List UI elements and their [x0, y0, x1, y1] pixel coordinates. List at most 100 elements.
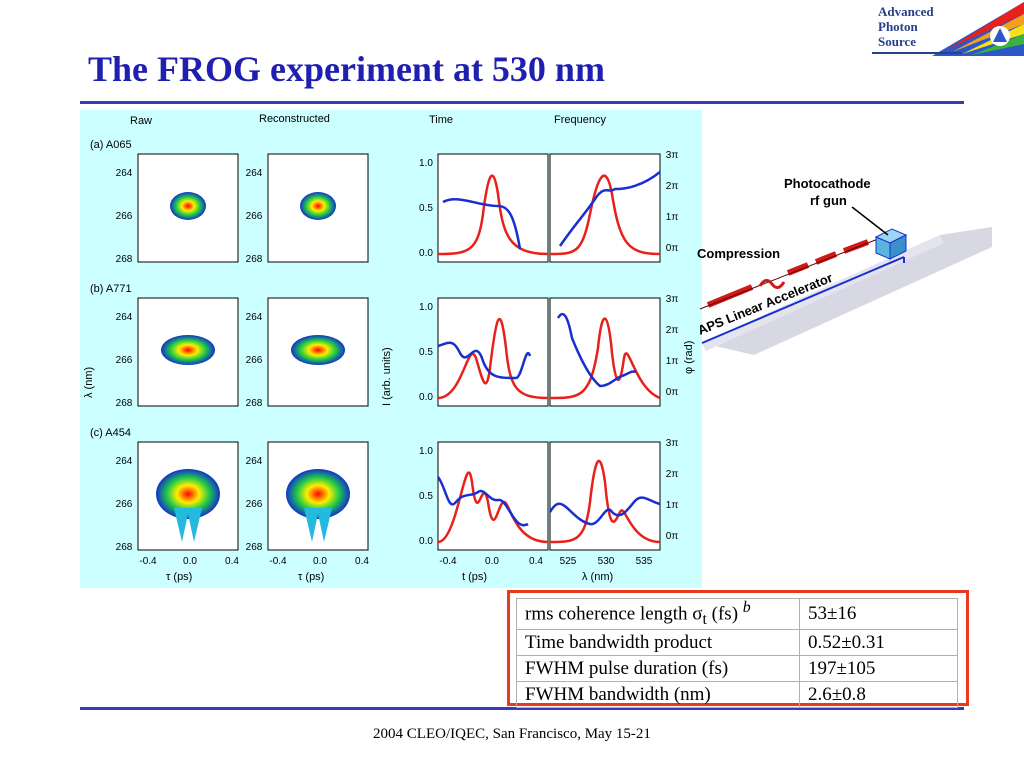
intensity-tick-label: 0.0 [419, 392, 433, 403]
delay-tick-label: 0.0 [313, 556, 327, 567]
logo-line-1: Advanced [878, 4, 934, 19]
axis-title-tau-recon: τ (ps) [298, 571, 324, 583]
lambda-tick-label: 266 [116, 499, 133, 510]
time-tick-label: 0.0 [485, 556, 499, 567]
intensity-curve [437, 174, 549, 256]
wavelength-tick-label: 535 [636, 556, 653, 567]
property-label: rms coherence length σt (fs) b [516, 597, 800, 631]
lambda-tick-label: 264 [116, 168, 133, 179]
delay-tick-label: -0.4 [139, 556, 157, 567]
compression-label: Compression [697, 246, 780, 261]
property-unit: (fs) [706, 603, 743, 625]
phase-tick-label: 0π [666, 531, 679, 542]
table-row: FWHM pulse duration (fs) 197±105 [516, 655, 958, 683]
lambda-tick-label: 264 [116, 456, 133, 467]
intensity-tick-label: 0.0 [419, 248, 433, 259]
header-reconstructed: Reconstructed [259, 113, 330, 125]
time-panel-frame [437, 441, 549, 551]
intensity-tick-label: 1.0 [419, 446, 433, 457]
delay-tick-label: 0.4 [355, 556, 369, 567]
frog-panels: 264 266 268 264 266 268 1.0 0.5 0.0 3π 2π 1π 0π 264 26… [116, 150, 679, 567]
lambda-tick-label: 266 [246, 499, 263, 510]
lambda-tick-label: 268 [246, 398, 263, 409]
gun-label-line-2: rf gun [810, 193, 847, 208]
logo-line-3: Source [878, 34, 917, 49]
aps-logo: Advanced Photon Source [872, 0, 1024, 56]
spectrum-curve [549, 174, 661, 256]
wavelength-tick-label: 525 [560, 556, 577, 567]
frog-trace [300, 192, 336, 220]
intensity-tick-label: 0.5 [419, 203, 433, 214]
logo-line-2: Photon [878, 19, 918, 34]
slide-title: The FROG experiment at 530 nm [88, 49, 605, 89]
spectral-phase-curve [556, 312, 637, 388]
frog-trace [286, 469, 350, 519]
table-row: rms coherence length σt (fs) b 53±16 [516, 597, 958, 631]
row-label-b: (b) A771 [90, 283, 132, 295]
lambda-tick-label: 266 [116, 355, 133, 366]
phase-tick-label: 3π [666, 150, 679, 161]
delay-tick-label: -0.4 [269, 556, 287, 567]
frog-trace [170, 192, 206, 220]
logo-text: Advanced Photon Source [878, 4, 934, 49]
property-footnote: b [742, 599, 751, 616]
lambda-tick-label: 266 [246, 211, 263, 222]
property-subscript: t [702, 611, 707, 629]
property-value: 53±16 [799, 597, 958, 631]
axis-title-wavelength: λ (nm) [582, 571, 613, 583]
row-label-c: (c) A454 [90, 427, 131, 439]
frog-figure-svg: Raw Reconstructed Time Frequency (a) A06… [83, 113, 695, 583]
property-label-text: rms coherence length σ [525, 603, 703, 625]
intensity-tick-label: 0.5 [419, 347, 433, 358]
phase-tick-label: 0π [666, 243, 679, 254]
property-label: FWHM pulse duration (fs) [516, 655, 800, 683]
phase-tick-label: 1π [666, 500, 679, 511]
time-tick-label: 0.4 [529, 556, 543, 567]
gun-label-line-1: Photocathode [784, 176, 871, 191]
lambda-tick-label: 264 [116, 312, 133, 323]
frog-trace [291, 335, 345, 365]
frog-map-frame [267, 297, 369, 407]
lambda-tick-label: 268 [246, 254, 263, 265]
intensity-tick-label: 0.5 [419, 491, 433, 502]
phase-tick-label: 2π [666, 469, 679, 480]
time-tick-label: -0.4 [439, 556, 457, 567]
property-value: 0.52±0.31 [799, 629, 958, 657]
property-label: Time bandwidth product [516, 629, 800, 657]
lambda-tick-label: 266 [246, 355, 263, 366]
title-rule [80, 101, 964, 104]
wavelength-tick-label: 530 [598, 556, 615, 567]
phase-tick-label: 2π [666, 325, 679, 336]
phase-curve [436, 476, 529, 527]
intensity-tick-label: 1.0 [419, 158, 433, 169]
intensity-tick-label: 1.0 [419, 302, 433, 313]
frequency-panel-frame [549, 153, 661, 263]
phase-tick-label: 3π [666, 294, 679, 305]
time-panel-frame [437, 153, 549, 263]
frog-trace-tail [304, 508, 332, 542]
axis-title-tau-raw: τ (ps) [166, 571, 192, 583]
lambda-tick-label: 266 [116, 211, 133, 222]
phase-curve [437, 341, 532, 380]
header-frequency: Frequency [554, 114, 606, 126]
phase-tick-label: 3π [666, 438, 679, 449]
frog-trace [161, 335, 215, 365]
table-row: FWHM bandwidth (nm) 2.6±0.8 [516, 681, 958, 709]
intensity-tick-label: 0.0 [419, 536, 433, 547]
lambda-tick-label: 268 [116, 254, 133, 265]
footer-rule [80, 707, 964, 710]
axis-title-intensity: I (arb. units) [381, 347, 393, 406]
spectrum-curve [549, 459, 661, 544]
lambda-tick-label: 264 [246, 456, 263, 467]
spectrum-curve [549, 317, 661, 400]
phase-tick-label: 1π [666, 356, 679, 367]
frequency-panel-frame [549, 441, 661, 551]
lambda-tick-label: 264 [246, 312, 263, 323]
spectral-phase-curve [548, 496, 661, 526]
frequency-panel-frame [549, 297, 661, 407]
lambda-tick-label: 268 [116, 398, 133, 409]
lambda-tick-label: 268 [246, 542, 263, 553]
pulse-properties-table: rms coherence length σt (fs) b 53±16 Tim… [507, 590, 969, 709]
pulse-properties: rms coherence length σt (fs) b 53±16 Tim… [516, 597, 958, 709]
phase-tick-label: 0π [666, 387, 679, 398]
